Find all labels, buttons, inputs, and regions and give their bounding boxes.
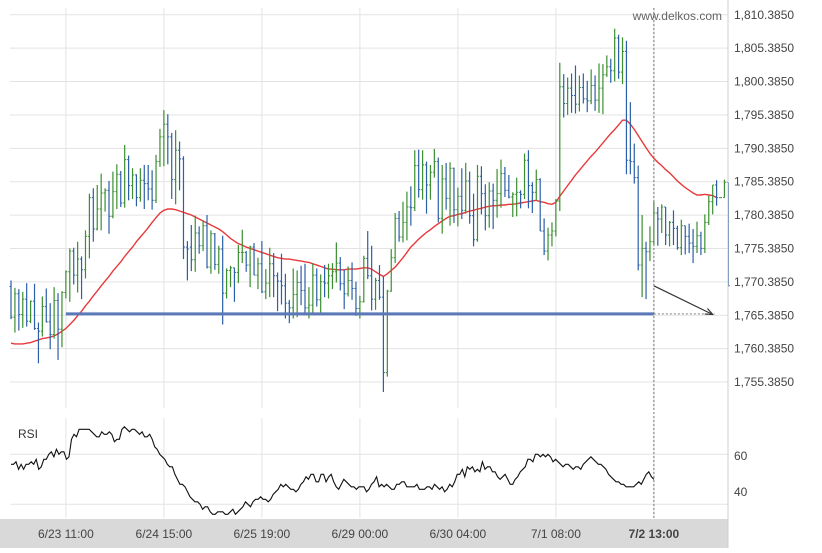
y-tick-label: 1,810.3850 <box>734 8 794 22</box>
rsi-grid <box>10 418 728 518</box>
x-tick-label: 6/23 11:00 <box>38 527 94 541</box>
rsi-polyline <box>11 426 655 516</box>
forecast-arrow <box>653 285 713 316</box>
y-tick-label: 1,760.3850 <box>734 342 794 356</box>
x-axis-ticks: 6/23 11:00 6/24 15:00 6/25 19:00 6/29 00:00… <box>38 527 680 541</box>
watermark: www.delkos.com <box>632 9 722 23</box>
rsi-panel <box>10 418 728 518</box>
candlesticks <box>9 28 730 392</box>
rsi-line <box>11 426 655 516</box>
y-tick-label: 1,755.3850 <box>734 375 794 389</box>
x-axis-band <box>0 519 728 548</box>
y-tick-label: 1,780.3850 <box>734 208 794 222</box>
x-tick-label: 6/24 15:00 <box>136 527 193 541</box>
price-panel <box>10 8 728 408</box>
y-tick-label: 1,770.3850 <box>734 275 794 289</box>
rsi-tick-40: 40 <box>734 485 748 499</box>
y-tick-label: 1,790.3850 <box>734 141 794 155</box>
forecast-arrowhead <box>704 308 715 316</box>
x-tick-label: 7/2 13:00 <box>629 527 680 541</box>
rsi-title: RSI <box>18 427 38 441</box>
support-level <box>65 285 715 316</box>
x-tick-label: 6/25 19:00 <box>234 527 291 541</box>
y-axis-ticks: 1,810.3850 1,805.3850 1,800.3850 1,795.3850… <box>734 8 794 389</box>
y-tick-label: 1,795.3850 <box>734 108 794 122</box>
y-tick-label: 1,785.3850 <box>734 175 794 189</box>
y-tick-label: 1,765.3850 <box>734 308 794 322</box>
x-tick-label: 6/30 04:00 <box>430 527 487 541</box>
y-tick-label: 1,800.3850 <box>734 75 794 89</box>
x-tick-label: 6/29 00:00 <box>332 527 389 541</box>
y-tick-label: 1,805.3850 <box>734 41 794 55</box>
rsi-tick-60: 60 <box>734 449 748 463</box>
y-tick-label: 1,775.3850 <box>734 242 794 256</box>
x-tick-label: 7/1 08:00 <box>531 527 581 541</box>
